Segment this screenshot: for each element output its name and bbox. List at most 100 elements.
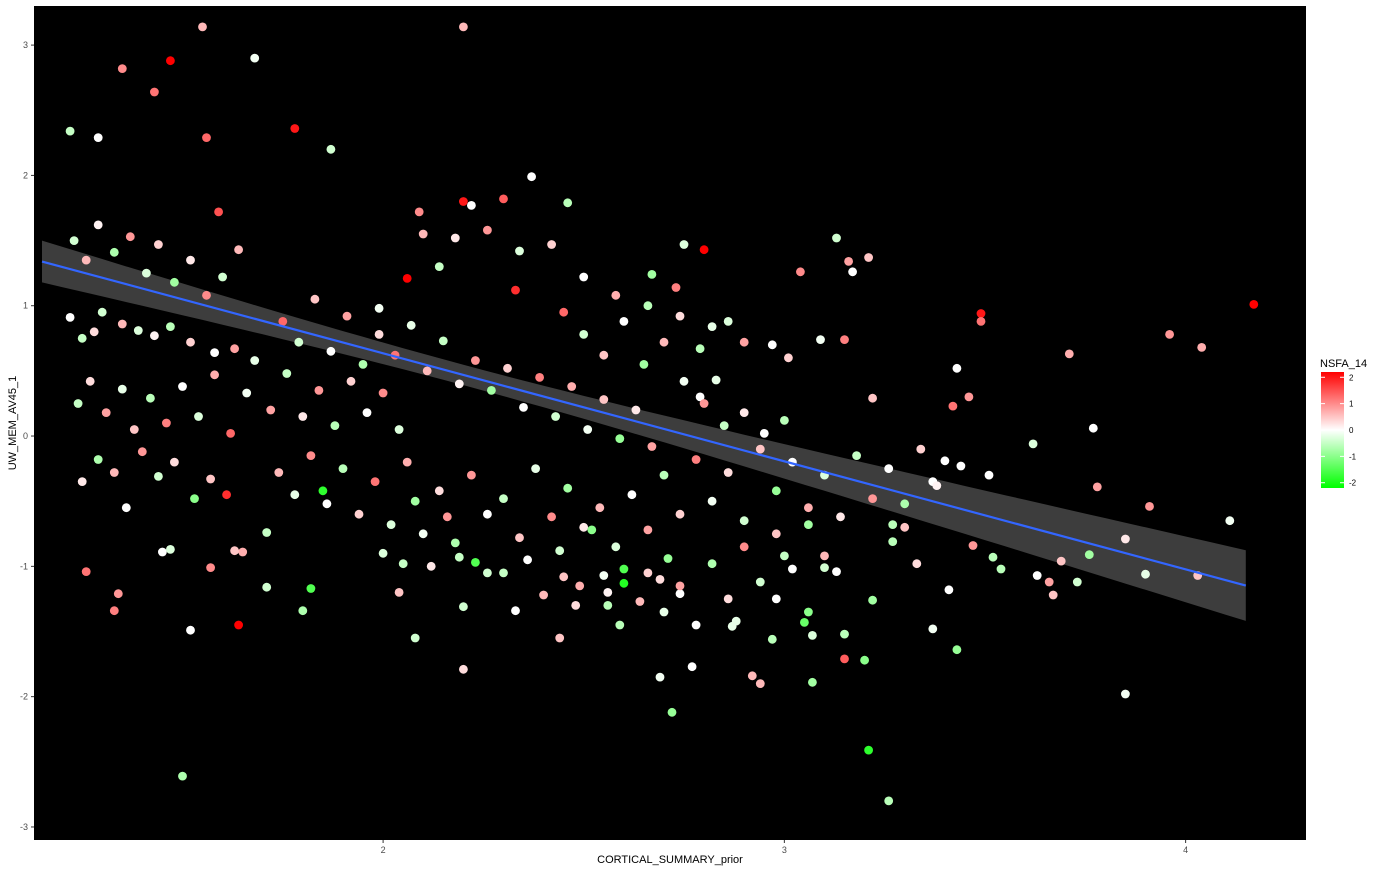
y-tick-label: -3 — [20, 822, 28, 832]
data-point — [454, 379, 464, 389]
data-point — [406, 320, 416, 330]
data-point — [679, 376, 689, 386]
data-point — [884, 796, 894, 806]
data-point — [643, 301, 653, 311]
data-point — [888, 520, 898, 529]
data-point — [117, 319, 127, 329]
data-point — [848, 267, 857, 277]
legend-tick-label: -1 — [1349, 452, 1357, 461]
data-point — [952, 363, 962, 373]
data-point — [511, 606, 520, 616]
data-point — [780, 551, 789, 561]
data-point — [567, 382, 577, 391]
legend-title: NSFA_14 — [1320, 358, 1367, 370]
data-point — [900, 499, 910, 509]
data-point — [667, 707, 677, 717]
data-point — [587, 525, 597, 535]
data-point — [206, 563, 216, 572]
data-point — [840, 654, 849, 664]
data-point — [166, 322, 175, 331]
data-point — [675, 509, 685, 519]
data-point — [346, 376, 356, 386]
data-point — [97, 307, 107, 317]
data-point — [1056, 556, 1066, 566]
data-point — [93, 220, 103, 230]
data-point — [511, 285, 520, 295]
data-point — [81, 567, 91, 576]
data-point — [675, 589, 685, 599]
data-point — [523, 555, 532, 565]
data-point — [125, 232, 135, 242]
data-point — [69, 236, 79, 246]
data-point — [988, 552, 998, 562]
data-point — [619, 317, 629, 326]
data-point — [767, 634, 777, 644]
data-point — [222, 490, 232, 500]
data-point — [635, 597, 645, 606]
data-point — [137, 447, 147, 457]
data-point — [808, 677, 817, 687]
x-tick-label: 4 — [1183, 845, 1188, 855]
data-point — [759, 429, 769, 438]
data-point — [330, 421, 340, 430]
data-point — [1044, 577, 1054, 587]
y-tick-label: 1 — [23, 301, 28, 311]
x-tick-label: 3 — [782, 845, 787, 855]
data-point — [739, 542, 749, 552]
data-point — [358, 360, 368, 369]
data-point — [450, 233, 460, 243]
data-point — [434, 486, 444, 496]
data-point — [230, 344, 240, 354]
data-point — [414, 207, 424, 217]
data-point — [611, 542, 621, 552]
data-point — [691, 455, 701, 464]
data-point — [426, 561, 436, 571]
data-point — [627, 490, 637, 500]
data-point — [210, 370, 220, 380]
data-point — [767, 340, 777, 350]
data-point — [398, 559, 408, 569]
data-point — [81, 255, 91, 265]
data-point — [539, 590, 548, 600]
data-point — [298, 412, 308, 421]
data-point — [840, 629, 849, 639]
data-point — [342, 311, 352, 321]
data-point — [695, 392, 705, 402]
y-tick-label: 2 — [23, 170, 28, 180]
data-point — [109, 247, 119, 257]
data-point — [611, 290, 621, 300]
data-point — [194, 412, 203, 421]
data-point — [101, 408, 111, 417]
data-point — [471, 356, 480, 365]
data-point — [868, 494, 877, 503]
data-point — [483, 568, 492, 578]
data-point — [386, 520, 396, 529]
data-point — [968, 541, 978, 550]
data-point — [459, 22, 468, 32]
data-point — [687, 662, 697, 672]
data-point — [583, 425, 593, 434]
data-point — [129, 425, 139, 434]
data-point — [338, 464, 348, 473]
data-point — [771, 594, 781, 604]
legend-tick-label: -2 — [1349, 479, 1357, 488]
data-point — [679, 240, 689, 249]
data-point — [410, 633, 420, 643]
data-point — [755, 679, 765, 688]
data-point — [784, 353, 793, 363]
data-point — [306, 584, 316, 593]
data-point — [1072, 577, 1082, 587]
data-point — [707, 496, 717, 506]
data-point — [354, 509, 364, 519]
data-point — [190, 494, 199, 503]
data-point — [547, 240, 556, 249]
data-point — [499, 194, 508, 204]
data-point — [515, 246, 524, 256]
data-point — [864, 253, 873, 262]
y-tick-label: -2 — [20, 692, 28, 702]
data-point — [888, 537, 898, 546]
data-point — [579, 330, 589, 339]
data-point — [146, 393, 155, 403]
data-point — [804, 607, 813, 617]
